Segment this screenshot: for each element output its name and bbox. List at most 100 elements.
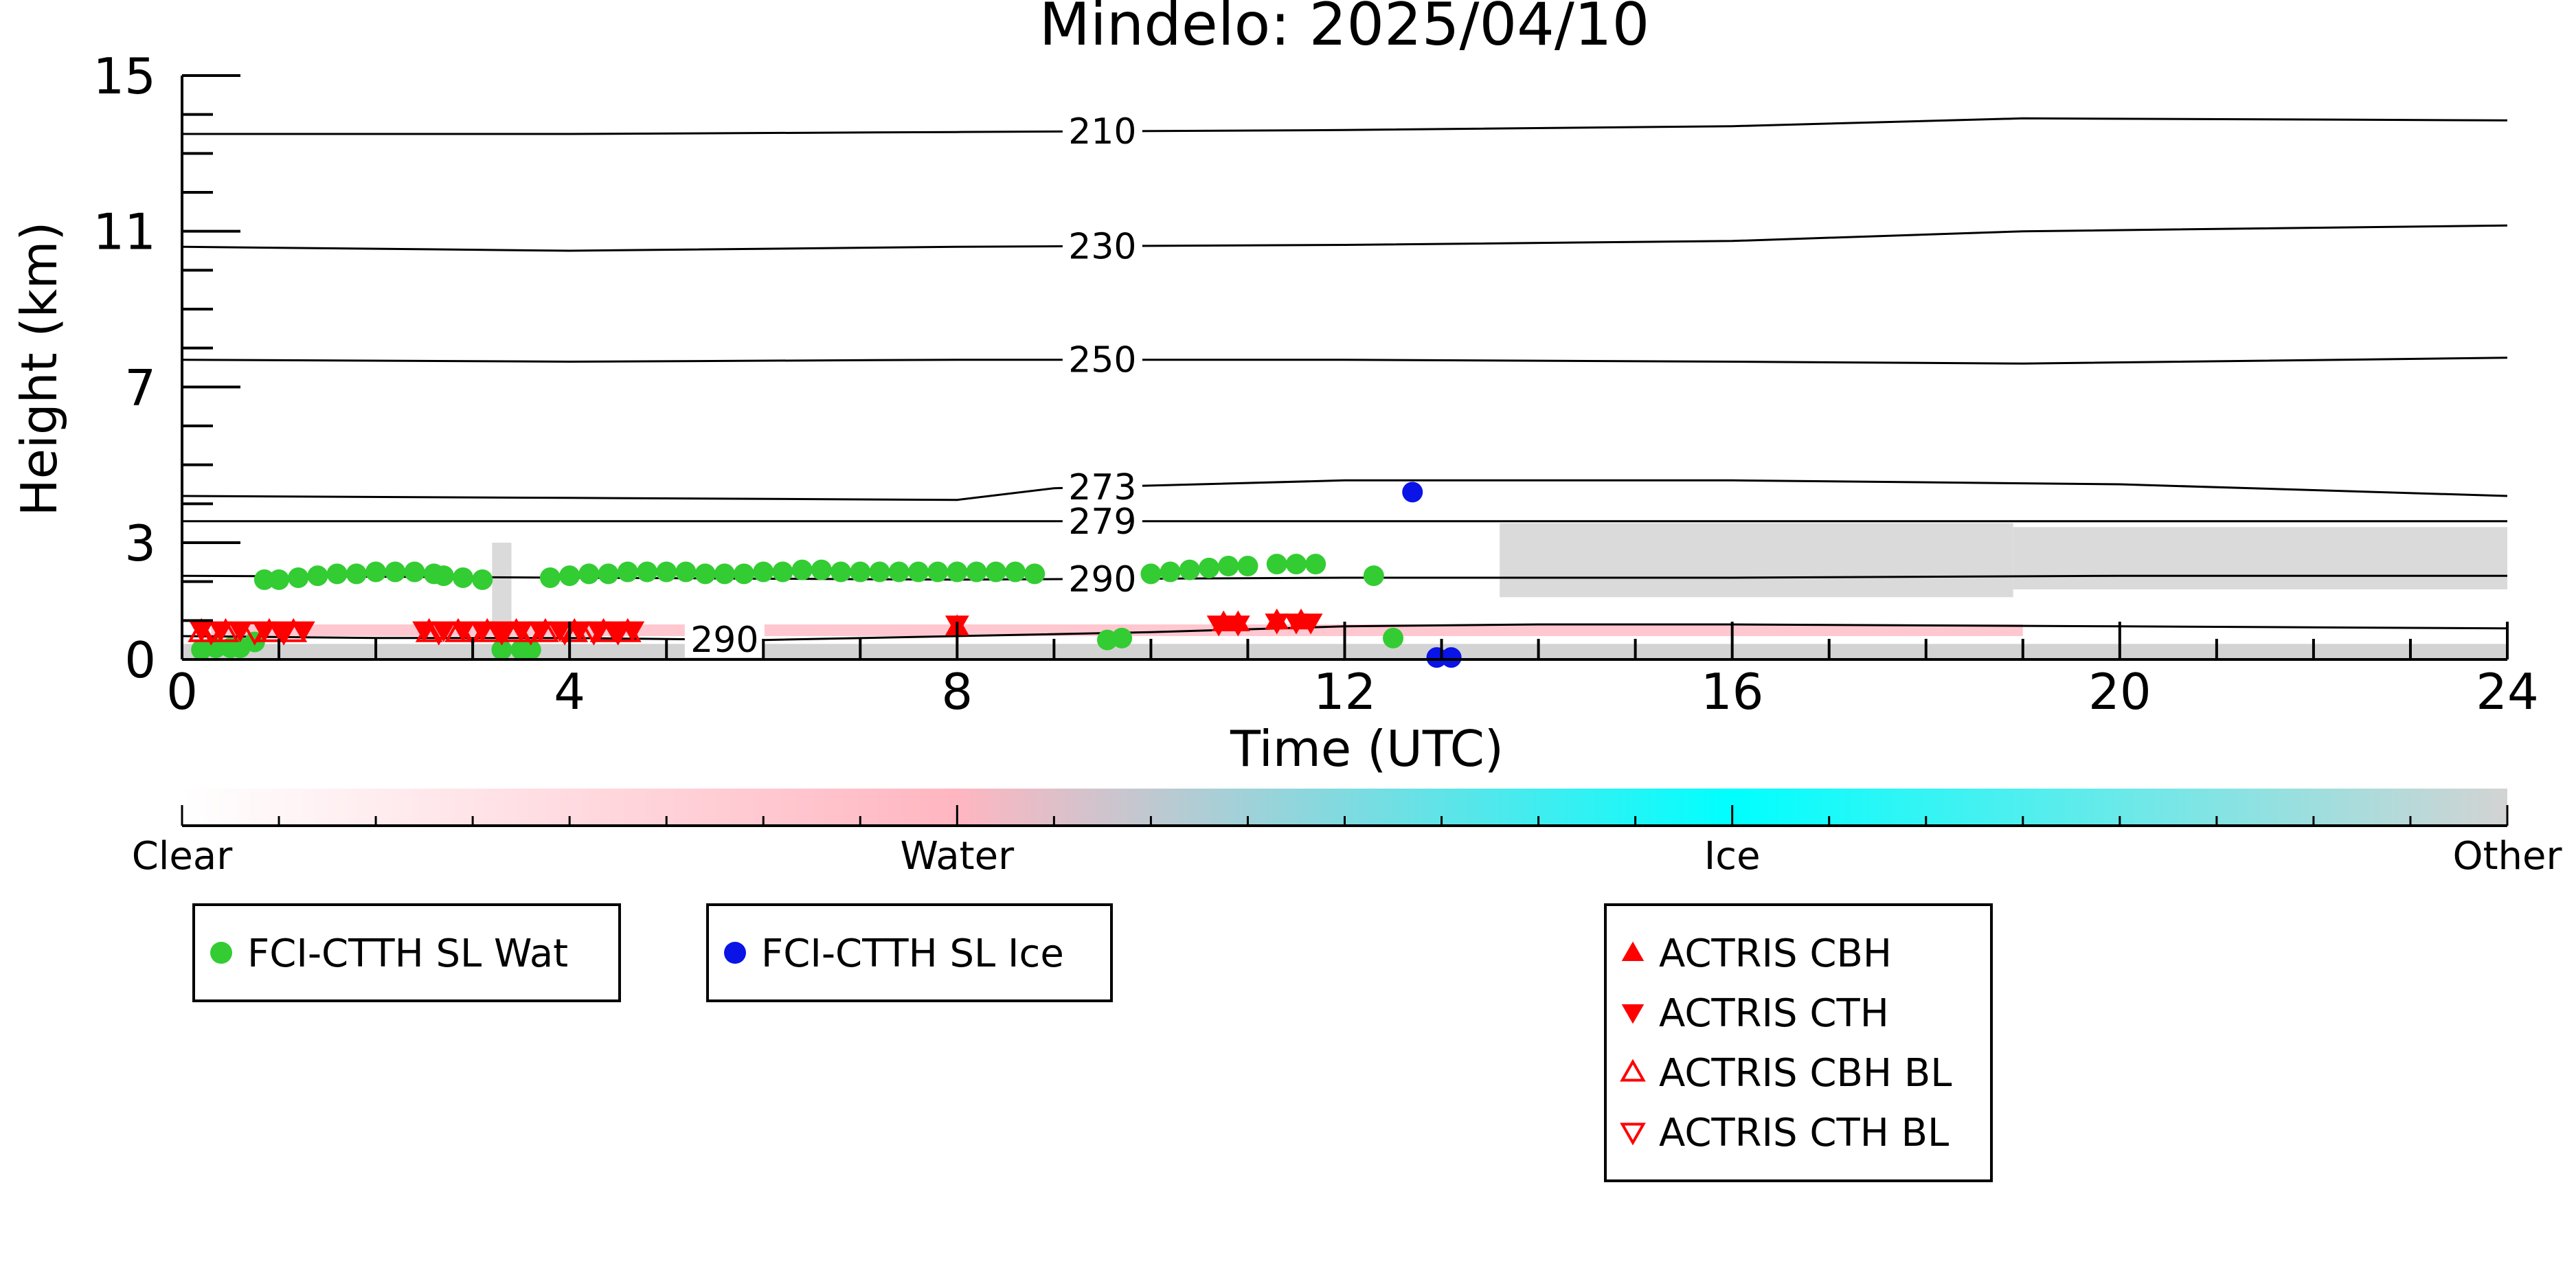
marker-triangle-down-open — [459, 621, 487, 646]
marker-circle — [1199, 557, 1220, 578]
axes: 0 4 8 12 16 20 24 0 3 7 11 15 — [93, 47, 2538, 721]
marker-circle — [598, 563, 619, 585]
other-patch — [492, 543, 512, 629]
marker-circle — [1140, 563, 1162, 585]
marker-triangle-up-open — [255, 618, 283, 642]
x-axis-label: Time (UTC) — [1230, 720, 1504, 778]
y-tick-label: 3 — [124, 515, 156, 572]
marker-triangle-down-open — [604, 621, 632, 646]
marker-triangle-down — [1298, 613, 1323, 635]
marker-triangle-up-open — [444, 618, 472, 642]
x-tick-label: 16 — [1701, 663, 1764, 721]
marker-circle — [1237, 556, 1258, 576]
marker-circle — [453, 567, 474, 588]
marker-circle — [1179, 559, 1200, 580]
y-axis-label: Height (km) — [10, 222, 68, 517]
marker-circle — [714, 563, 735, 585]
legend-frame — [1604, 903, 1993, 1182]
marker-circle — [772, 561, 793, 583]
marker-circle — [539, 567, 561, 588]
isotherm-label: 290 — [1068, 559, 1136, 600]
marker-triangle-down-open — [517, 621, 545, 646]
isotherm-label-bg — [1062, 503, 1142, 539]
marker-triangle-down-open — [425, 621, 453, 646]
marker-triangle-up-open — [212, 618, 240, 642]
x-tick-label: 20 — [2088, 663, 2151, 721]
isotherm-label: 230 — [1068, 226, 1136, 267]
isotherm-line — [181, 224, 2508, 252]
marker-triangle-up-open — [280, 618, 308, 642]
marker-triangle-up-open — [613, 618, 642, 642]
marker-circle — [1363, 565, 1384, 587]
marker-triangle-down-open — [488, 621, 516, 646]
colorbar-label: Other — [2452, 834, 2562, 879]
marker-circle — [559, 565, 580, 587]
legend-label: ACTRIS CTH — [1659, 991, 1889, 1036]
marker-circle — [1266, 554, 1287, 575]
isotherm-label-bg — [1062, 228, 1142, 264]
colorbar-label: Clear — [132, 834, 233, 879]
marker-circle — [907, 561, 929, 583]
marker-circle — [491, 639, 512, 660]
marker-circle — [734, 563, 755, 585]
marker-circle — [269, 569, 290, 590]
isotherm-label-bg — [1062, 468, 1142, 505]
marker-circle — [869, 561, 890, 583]
marker-circle — [1111, 627, 1133, 648]
marker-circle — [753, 561, 774, 583]
legend-frame — [192, 903, 621, 1002]
legend-label: ACTRIS CBH BL — [1659, 1051, 1952, 1096]
marker-circle — [811, 559, 832, 580]
isotherm-line — [181, 357, 2508, 365]
marker-circle — [927, 561, 949, 583]
marker-circle — [385, 561, 406, 583]
marker-circle — [365, 561, 387, 583]
marker-triangle-down-open — [1620, 1122, 1646, 1146]
marker-circle — [966, 561, 987, 583]
marker-circle — [1383, 627, 1404, 648]
isotherm-label-bg — [1062, 561, 1142, 597]
legend-label: ACTRIS CBH — [1659, 931, 1892, 976]
legend-box: FCI-CTTH SL Ice — [706, 903, 1113, 1002]
marker-triangle-down-open — [240, 621, 269, 646]
isotherm-label-bg — [1062, 113, 1142, 150]
marker-circle — [656, 561, 677, 583]
legend-box: FCI-CTTH SL Wat — [192, 903, 621, 1002]
marker-circle — [346, 563, 367, 585]
x-tick-label: 8 — [941, 663, 973, 721]
marker-circle — [1402, 482, 1423, 503]
y-tick-label: 11 — [93, 203, 156, 261]
marker-circle — [253, 569, 275, 590]
colorbar-label: Water — [901, 834, 1015, 879]
data-markers — [188, 482, 1462, 668]
marker-circle — [985, 561, 1006, 583]
y-tick-label: 0 — [124, 631, 156, 689]
marker-triangle-up-open — [415, 618, 443, 642]
marker-circle — [1285, 554, 1307, 575]
legend-label: ACTRIS CTH BL — [1659, 1111, 1949, 1155]
marker-triangle-up — [1621, 941, 1645, 962]
legends: FCI-CTTH SL Wat FCI-CTTH SL Ice ACTRIS CBH… — [192, 903, 1993, 1182]
x-tick-label: 12 — [1313, 663, 1377, 721]
isotherm-label: 250 — [1068, 340, 1136, 381]
marker-circle — [210, 942, 232, 964]
isotherm-label: 290 — [690, 620, 758, 661]
x-tick-label: 24 — [2476, 663, 2539, 721]
marker-circle — [288, 567, 309, 588]
marker-triangle-down-open — [270, 621, 298, 646]
marker-triangle-up-open — [589, 618, 618, 642]
marker-circle — [1305, 554, 1326, 575]
marker-circle — [1440, 647, 1462, 668]
colorbar: Clear Water Ice Other — [132, 789, 2562, 879]
legend-frame — [706, 903, 1113, 1002]
marker-circle — [888, 561, 909, 583]
marker-triangle-up-open — [502, 618, 530, 642]
marker-triangle-down — [1225, 615, 1250, 637]
marker-circle — [637, 561, 657, 583]
marker-circle — [404, 561, 425, 583]
marker-triangle-up-open — [1620, 1059, 1646, 1082]
isotherm-label: 273 — [1068, 467, 1136, 508]
marker-triangle-up-open — [473, 618, 501, 642]
isotherm-label: 210 — [1068, 111, 1136, 152]
